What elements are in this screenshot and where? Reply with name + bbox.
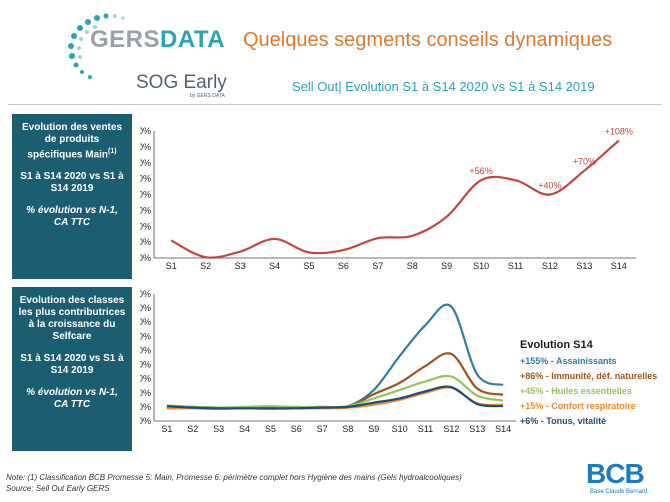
chart1-y-tick-label: 40% [140,190,151,200]
chart2-y-tick-label: 600% [140,317,151,327]
chart1-y-tick-label: 100% [140,142,151,152]
chart1-data-label: +40% [538,181,561,191]
chart2-series-line [166,385,504,410]
legend-title: Evolution S14 [520,339,593,351]
legend-item: +86% - Immunité, déf. naturelles [520,371,658,381]
chart1-x-tick-label: S7 [372,261,383,271]
chart2-x-tick-label: S8 [342,424,353,434]
product-by: by GERS DATA [190,93,225,99]
panel2-period: S1 à S14 2020 vs S1 à S14 2019 [20,353,124,376]
chart2-x-tick-label: S6 [291,424,302,434]
logo-text: GERSDATA [90,26,225,54]
chart1-x-tick-label: S8 [407,261,418,271]
page-title: Quelques segments conseils dynamiques [243,29,613,51]
panel2-heading: Evolution des classes les plus contribut… [18,295,126,342]
chart1-y-tick-label: 80% [140,158,151,168]
panel1-footnote-ref: (1) [108,148,117,155]
chart2-x-tick-label: S1 [161,424,172,434]
chart1-y-tick-label: 120% [140,126,151,136]
chart2-series-line [166,303,504,409]
bcb-logo-subtitle: Base Claude Bernard [590,489,648,495]
chart1-series-line [170,139,620,259]
chart2-x-tick-label: S4 [239,424,250,434]
chart2-x-tick-label: S5 [265,424,276,434]
chart1-y-tick-label: 60% [140,174,151,184]
chart2-x-tick-label: S10 [392,424,408,434]
chart2-series-line [166,352,504,410]
chart2-y-tick-label: -100% [140,416,151,426]
chart2-series-line [166,374,504,409]
chart1-x-tick-label: S14 [611,261,627,271]
chart2-y-tick-label: 500% [140,331,151,341]
chart1-x-tick-label: S3 [235,261,246,271]
product-name: SOG Early [136,72,227,93]
logo-text-gray: GERS [90,26,161,53]
chart2-legend: Evolution S14 +155% - Assainissants +86%… [520,338,657,429]
panel1-heading-wrap: Evolution des ventes de produits spécifi… [18,122,126,161]
chart1-x-tick-label: S2 [200,261,211,271]
chart2-y-tick-label: 700% [140,303,151,313]
chart1-data-label: +108% [605,127,633,137]
chart2-x-tick-label: S13 [469,424,485,434]
chart1-x-tick-label: S11 [508,261,523,271]
chart1-x-tick-label: S5 [303,261,314,271]
chart2-y-tick-label: 100% [140,388,151,398]
chart2-x-tick-label: S7 [317,424,328,434]
panel1-period: S1 à S14 2020 vs S1 à S14 2019 [20,171,124,195]
header-divider [8,104,662,105]
chart-selfcare-classes: -100% 0% 100% 200% 300% 400% 500% 600% 700% 800% S… [140,289,516,434]
logo-text-blue: DATA [160,26,226,53]
chart2-x-tick-label: S11 [418,424,433,434]
legend-item: +45% - Huiles essentielles [520,386,632,396]
chart2-y-tick-label: 300% [140,360,151,370]
page-subtitle: Sell Out| Evolution S1 à S14 2020 vs S1 … [292,79,595,94]
chart2-y-tick-label: 0% [140,402,151,412]
chart2-series-line [166,386,504,411]
gersdata-logo [60,8,230,108]
chart1-x-tick-label: S13 [576,261,592,271]
chart2-x-tick-label: S2 [187,424,198,434]
chart2-x-tick-label: S14 [495,424,511,434]
chart1-x-tick-label: S12 [542,261,558,271]
chart2-y-tick-label: 200% [140,374,151,384]
chart-hand-products: -40% -20% 0% 20% 40% 60% 80% 100% 120% S1 S2 S3 S4 S5… [140,126,636,271]
legend-item: +6% - Tonus, vitalité [520,416,607,426]
legend-item: +15% - Confort respiratoire [520,401,636,411]
chart2-y-tick-label: 400% [140,345,151,355]
chart1-y-tick-label: -20% [140,237,151,247]
chart2-x-tick-label: S3 [213,424,224,434]
footer: Note: (1) Classification BCB Promesse 5:… [6,472,462,494]
legend-item: +155% - Assainissants [520,356,617,366]
chart1-data-label: +70% [573,157,596,167]
chart2-x-tick-label: S9 [368,424,379,434]
panel1-note: % évolution vs N-1, CA TTC [26,205,118,229]
panel-hand-products: Evolution des ventes de produits spécifi… [12,114,132,279]
panel-selfcare-classes: Evolution des classes les plus contribut… [12,287,132,451]
chart1-y-tick-label: 0% [140,221,151,231]
chart1-x-tick-label: S6 [338,261,349,271]
panel2-note: % évolution vs N-1, CA TTC [26,387,118,410]
chart1-x-tick-label: S1 [166,261,177,271]
chart1-y-tick-label: 20% [140,205,151,215]
chart1-y-tick-label: -40% [140,253,151,263]
footer-source: Source: Sell Out Early GERS [6,484,110,493]
chart1-x-tick-label: S10 [473,261,489,271]
logo-dots-icon [68,13,125,79]
chart1-data-label: +56% [469,166,492,176]
chart2-y-tick-label: 800% [140,289,151,299]
panel1-heading: Evolution des ventes de produits spécifi… [21,122,123,161]
chart1-x-tick-label: S9 [441,261,452,271]
chart2-x-tick-label: S12 [443,424,459,434]
chart1-x-tick-label: S4 [269,261,280,271]
footer-note: Note: (1) Classification BCB Promesse 5:… [6,473,462,482]
bcb-logo: BCB [586,458,645,489]
